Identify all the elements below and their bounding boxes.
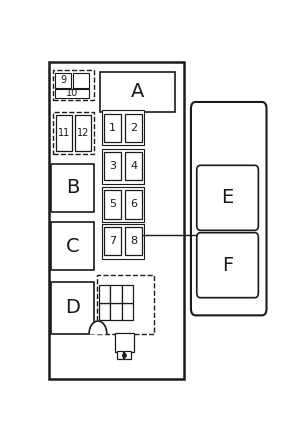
Bar [122,285,133,303]
Text: C: C [66,237,80,255]
Text: 7: 7 [109,236,116,246]
Bar [102,149,145,184]
Bar [55,89,89,98]
Bar [110,303,122,320]
Text: D: D [65,298,80,317]
Bar [102,224,145,259]
Text: 3: 3 [109,161,116,171]
Bar [99,303,110,320]
FancyBboxPatch shape [197,165,258,230]
Bar [53,112,94,154]
Text: 4: 4 [130,161,137,171]
Bar [125,152,142,180]
Bar [49,62,184,379]
FancyBboxPatch shape [191,102,266,315]
Text: 8: 8 [130,236,137,246]
Bar [52,164,94,212]
Text: E: E [221,188,234,207]
Bar [73,73,89,87]
Bar [56,115,72,151]
Text: 11: 11 [58,128,70,138]
Text: F: F [222,255,233,275]
Bar [110,285,122,303]
Text: B: B [66,178,80,197]
Bar [117,351,123,359]
Bar [52,222,94,270]
Text: 6: 6 [130,200,137,210]
Polygon shape [89,321,107,334]
Bar [122,303,133,320]
Bar [125,113,142,142]
Text: 5: 5 [109,200,116,210]
Bar [104,113,121,142]
Bar [104,191,121,219]
FancyBboxPatch shape [197,233,258,297]
Bar [124,351,130,359]
Bar [99,285,110,303]
Text: 12: 12 [77,128,89,138]
Bar [125,227,142,255]
Bar [125,191,142,219]
Text: A: A [131,82,144,101]
Bar [55,73,71,87]
Text: 9: 9 [60,75,66,85]
Text: 1: 1 [109,123,116,133]
Bar [100,72,175,112]
Bar [102,187,145,222]
Bar [75,115,92,151]
Bar [116,333,134,352]
Text: 10: 10 [66,88,78,98]
Bar [104,227,121,255]
Text: 2: 2 [130,123,137,133]
Bar [53,70,94,100]
Bar [97,275,154,334]
Bar [102,110,145,145]
Bar [52,282,94,334]
Bar [104,152,121,180]
